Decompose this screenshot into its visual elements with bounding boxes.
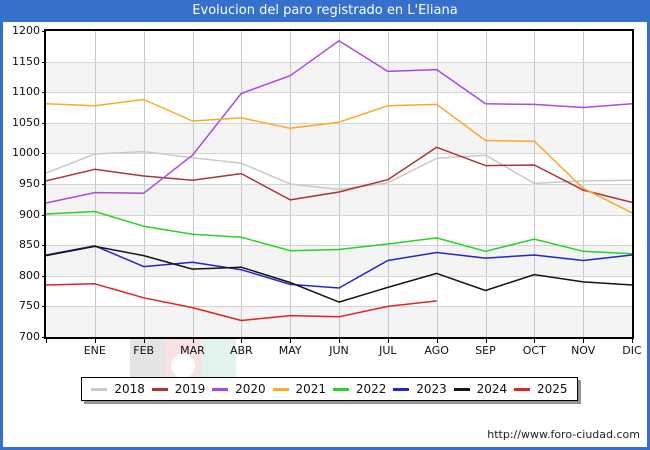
legend-swatch-2019 <box>151 387 168 391</box>
x-tick-mark <box>485 339 487 343</box>
y-tick-label: 750 <box>19 299 40 313</box>
horizontal-gridline <box>46 61 632 63</box>
title-bar: Evolucion del paro registrado en L'Elian… <box>0 0 650 22</box>
legend-swatch-2021 <box>272 387 289 391</box>
legend-label-2021: 2021 <box>295 382 327 396</box>
x-tick-label: JUN <box>329 344 349 357</box>
legend-swatch-2024 <box>453 387 470 391</box>
x-tick-mark <box>534 339 536 343</box>
x-tick-label: SEP <box>475 344 496 357</box>
legend-item-2023: 2023 <box>393 382 447 396</box>
horizontal-gridline <box>46 122 632 124</box>
y-tick-label: 1200 <box>12 24 40 37</box>
x-tick-label: JUL <box>379 344 397 357</box>
horizontal-gridline <box>46 184 632 185</box>
legend-item-2020: 2020 <box>212 382 266 396</box>
series-line-2024 <box>46 245 632 303</box>
y-tick-label: 850 <box>19 238 40 252</box>
x-tick-mark <box>387 339 389 343</box>
legend-label-2020: 2020 <box>235 382 266 396</box>
legend-swatch-2018 <box>91 387 108 391</box>
y-tick-label: 1100 <box>12 85 40 99</box>
series-line-2025 <box>46 283 437 322</box>
legend-label-2023: 2023 <box>416 382 447 396</box>
series-line-2020 <box>46 40 632 204</box>
x-tick-mark <box>192 339 194 343</box>
flag-watermark <box>130 336 236 394</box>
series-lines <box>46 40 632 322</box>
legend-item-2022: 2022 <box>332 382 387 396</box>
y-tick-mark <box>42 337 46 338</box>
x-tick-mark <box>290 339 292 343</box>
x-tick-label: AGO <box>424 344 449 357</box>
y-tick-label: 1150 <box>12 54 40 68</box>
legend-label-2018: 2018 <box>114 382 145 396</box>
legend-item-2019: 2019 <box>151 382 206 396</box>
x-tick-label: MAR <box>180 344 205 357</box>
plot-area <box>44 29 634 339</box>
legend-swatch-2023 <box>393 387 410 391</box>
x-tick-label: FEB <box>133 344 155 357</box>
series-line-2022 <box>46 210 632 255</box>
legend: 2018 2019 2020 2021 2022 2023 2024 2025 <box>81 377 578 401</box>
series-line-2021 <box>46 98 632 214</box>
horizontal-gridline <box>46 306 632 308</box>
series-line-2018 <box>46 150 632 191</box>
y-tick-label: 1050 <box>12 115 40 129</box>
legend-label-2024: 2024 <box>476 382 508 396</box>
horizontal-gridline <box>46 92 632 94</box>
x-tick-mark <box>583 339 585 343</box>
flag-emblem <box>171 354 195 378</box>
legend-item-2025: 2025 <box>514 382 568 396</box>
legend-label-2025: 2025 <box>537 382 568 396</box>
legend-label-2019: 2019 <box>174 382 206 396</box>
y-tick-label: 1000 <box>12 146 40 160</box>
series-line-2023 <box>46 245 632 289</box>
x-tick-mark <box>46 339 47 343</box>
legend-item-2018: 2018 <box>91 382 145 396</box>
x-tick-mark <box>339 339 340 343</box>
x-tick-mark <box>241 339 243 343</box>
x-tick-mark <box>436 339 438 343</box>
legend-swatch-2025 <box>514 387 531 391</box>
y-tick-label: 950 <box>19 177 40 190</box>
x-tick-mark <box>94 339 96 343</box>
legend-swatch-2022 <box>332 387 349 391</box>
horizontal-gridline <box>46 153 632 155</box>
x-tick-label: OCT <box>522 344 546 357</box>
x-tick-label: NOV <box>571 344 596 357</box>
legend-swatch-2020 <box>212 387 229 391</box>
chart-canvas: 1200 1150 1100 1050 1000 950 900 850 800 750 700 E… <box>3 22 647 447</box>
legend-label-2022: 2022 <box>355 382 387 396</box>
horizontal-gridline <box>46 275 632 277</box>
horizontal-gridline <box>46 214 632 216</box>
horizontal-gridline <box>46 245 632 247</box>
x-tick-mark <box>143 339 145 343</box>
x-tick-mark <box>632 339 633 343</box>
x-tick-label: ENE <box>83 344 106 357</box>
x-tick-label: ABR <box>229 344 253 357</box>
legend-item-2021: 2021 <box>272 382 327 396</box>
footer-url: http://www.foro-ciudad.com <box>487 428 640 441</box>
x-tick-label: MAY <box>278 344 302 357</box>
y-tick-label: 800 <box>19 268 40 282</box>
x-tick-label: DIC <box>622 344 642 357</box>
series-line-2019 <box>46 146 632 204</box>
page-title: Evolucion del paro registrado en L'Elian… <box>192 3 458 18</box>
legend-item-2024: 2024 <box>453 382 508 396</box>
y-tick-label: 900 <box>19 207 40 221</box>
y-tick-label: 700 <box>19 330 40 343</box>
